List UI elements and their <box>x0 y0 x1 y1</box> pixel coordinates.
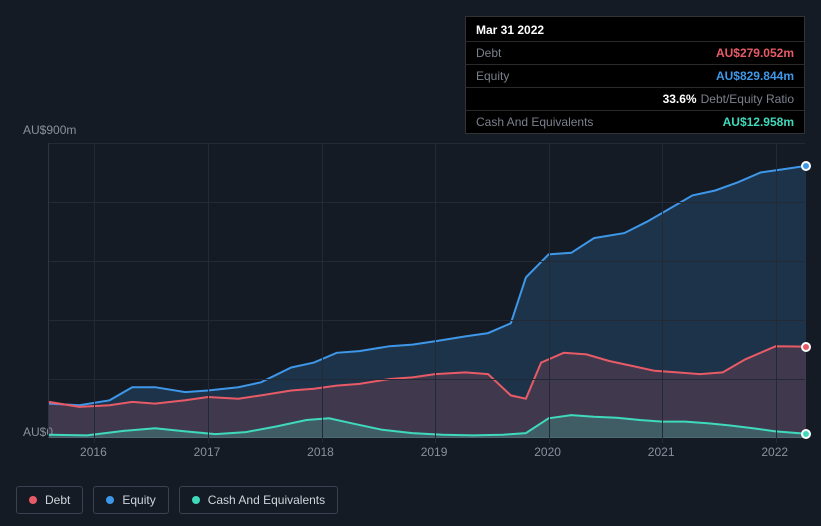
legend-dot-icon <box>29 496 37 504</box>
chart-svg <box>49 143 806 438</box>
chart-gridline-vertical <box>662 143 663 443</box>
tooltip-date: Mar 31 2022 <box>466 17 804 42</box>
tooltip-row-label: Cash And Equivalents <box>476 115 593 129</box>
tooltip-ratio-value: 33.6% <box>663 92 697 106</box>
x-axis-label: 2017 <box>194 445 221 459</box>
tooltip-row: Debt AU$279.052m <box>466 42 804 65</box>
x-axis-label: 2022 <box>761 445 788 459</box>
chart-gridline-horizontal <box>49 143 805 144</box>
tooltip-ratio-label: Debt/Equity Ratio <box>701 92 794 106</box>
chart-tooltip: Mar 31 2022 Debt AU$279.052m Equity AU$829.… <box>465 16 805 134</box>
chart-plot-area[interactable] <box>48 143 805 438</box>
legend-label: Debt <box>45 493 70 507</box>
tooltip-row-value: AU$829.844m <box>716 69 794 83</box>
chart-gridline-horizontal <box>49 379 805 380</box>
tooltip-row: Equity AU$829.844m <box>466 65 804 88</box>
x-axis-label: 2019 <box>421 445 448 459</box>
chart-gridline-vertical <box>435 143 436 443</box>
legend-item-cash-and-equivalents[interactable]: Cash And Equivalents <box>179 486 338 514</box>
chart-gridline-vertical <box>94 143 95 443</box>
chart-end-marker-cash-and-equivalents <box>801 429 811 439</box>
chart-gridline-vertical <box>208 143 209 443</box>
chart-gridline-horizontal <box>49 261 805 262</box>
x-axis-label: 2018 <box>307 445 334 459</box>
tooltip-row-value: AU$12.958m <box>723 115 794 129</box>
legend-dot-icon <box>106 496 114 504</box>
tooltip-row: 33.6% Debt/Equity Ratio <box>466 88 804 111</box>
chart-legend: Debt Equity Cash And Equivalents <box>16 486 338 514</box>
chart-end-marker-debt <box>801 342 811 352</box>
x-axis-label: 2016 <box>80 445 107 459</box>
chart-gridline-vertical <box>549 143 550 443</box>
legend-label: Cash And Equivalents <box>208 493 325 507</box>
tooltip-row-label: Equity <box>476 69 509 83</box>
legend-item-equity[interactable]: Equity <box>93 486 168 514</box>
chart-gridline-vertical <box>322 143 323 443</box>
tooltip-ratio: 33.6% Debt/Equity Ratio <box>663 92 794 106</box>
tooltip-row-value: AU$279.052m <box>716 46 794 60</box>
legend-dot-icon <box>192 496 200 504</box>
chart-gridline-vertical <box>776 143 777 443</box>
x-axis-label: 2021 <box>648 445 675 459</box>
tooltip-row-label: Debt <box>476 46 501 60</box>
legend-label: Equity <box>122 493 155 507</box>
tooltip-row: Cash And Equivalents AU$12.958m <box>466 111 804 133</box>
x-axis-label: 2020 <box>534 445 561 459</box>
chart-container: AU$900m AU$0 201620172018201920202021202… <box>16 125 805 505</box>
chart-gridline-horizontal <box>49 320 805 321</box>
legend-item-debt[interactable]: Debt <box>16 486 83 514</box>
y-axis-max-label: AU$900m <box>23 123 76 137</box>
chart-gridline-horizontal <box>49 202 805 203</box>
chart-end-marker-equity <box>801 161 811 171</box>
